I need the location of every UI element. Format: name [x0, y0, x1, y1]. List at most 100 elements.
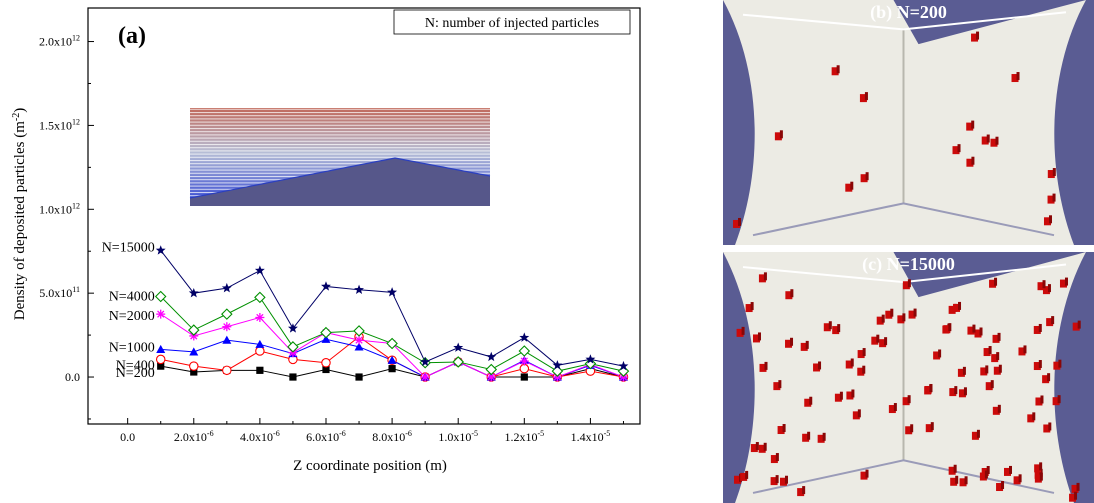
- deposited-particle: [802, 431, 811, 442]
- y-tick-label-2: 1.0x1012: [39, 201, 80, 216]
- channel-render-b: [723, 0, 1086, 245]
- deposited-particle: [857, 348, 866, 359]
- y-axis-label-sup: -2: [11, 113, 22, 121]
- deposited-particle: [1059, 277, 1068, 288]
- deposited-particle: [779, 475, 788, 486]
- point-n=1000-2: [222, 335, 232, 344]
- deposited-particle: [1033, 323, 1042, 334]
- deposited-particle: [1071, 482, 1080, 493]
- deposited-particle: [750, 442, 759, 453]
- deposited-particle: [871, 334, 880, 345]
- deposited-particle: [1034, 462, 1043, 473]
- deposited-particle: [1053, 359, 1062, 370]
- point-n=1000-3: [255, 339, 265, 348]
- deposited-particle: [774, 130, 783, 141]
- series-label-n=400: N=400: [116, 358, 155, 373]
- point-n=15000-10: [486, 351, 497, 362]
- channel-render-c: [723, 252, 1086, 503]
- point-n=200-11: [520, 373, 528, 381]
- deposited-particle: [832, 324, 841, 335]
- deposited-particle: [1013, 474, 1022, 485]
- deposited-particle: [985, 380, 994, 391]
- deposited-particle: [966, 120, 975, 131]
- point-n=4000-10: [485, 363, 498, 376]
- deposited-particle: [834, 391, 843, 402]
- point-n=200-7: [388, 365, 396, 373]
- point-n=15000-11: [519, 332, 530, 342]
- y-axis-label-main: Density of deposited particles (m: [12, 121, 28, 320]
- legend-note-text: N: number of injected particles: [425, 16, 599, 31]
- point-n=1000-5: [321, 334, 331, 343]
- x-tick-label-5: 1.0x10-5: [438, 429, 478, 444]
- y-tick-label-1: 5.0x1011: [39, 285, 80, 300]
- x-tick-label-1: 2.0x10-6: [174, 429, 214, 444]
- deposited-particle: [1046, 316, 1055, 327]
- x-tick-label-7: 1.4x10-5: [571, 429, 611, 444]
- point-n=400-0: [155, 354, 166, 365]
- deposited-particle: [949, 386, 958, 397]
- deposited-particle: [797, 486, 806, 497]
- deposited-particle: [879, 337, 888, 348]
- deposited-particle: [888, 403, 897, 414]
- x-tick-label-0: 0.0: [120, 430, 135, 444]
- deposited-particle: [759, 361, 768, 372]
- point-n=4000-13: [584, 357, 597, 370]
- point-n=200-6: [355, 373, 363, 381]
- series-label-n=4000: N=4000: [109, 290, 155, 305]
- point-n=4000-5: [320, 326, 332, 339]
- deposited-particle: [902, 279, 911, 290]
- channel-bottom-edge: [752, 202, 1055, 237]
- x-tick-label-2: 4.0x10-6: [240, 429, 280, 444]
- axes: 0.0 2.0x10-6 4.0x10-6 6.0x10-6 8.0x10-6 1.0x1…: [39, 34, 624, 444]
- series-label-n=2000: N=2000: [109, 309, 155, 324]
- deposited-particle: [885, 308, 894, 319]
- deposited-particle: [1011, 72, 1020, 83]
- point-n=15000-7: [387, 287, 398, 297]
- deposited-particle: [758, 272, 767, 283]
- series-label-n=15000: N=15000: [102, 240, 155, 255]
- y-axis-label: Density of deposited particles (m-2): [11, 108, 28, 320]
- deposited-particle: [1042, 284, 1051, 295]
- point-n=400-1: [189, 361, 199, 371]
- panel-label-a: (a): [118, 23, 146, 49]
- deposited-particle: [852, 409, 861, 420]
- point-n=4000-3: [254, 291, 266, 304]
- deposited-particle: [770, 475, 779, 486]
- point-n=15000-4: [287, 323, 298, 333]
- deposited-particle: [736, 326, 745, 337]
- deposited-particle: [857, 365, 866, 376]
- deposited-particle: [967, 324, 976, 335]
- deposited-particle: [777, 424, 786, 435]
- deposited-particle: [1069, 491, 1078, 502]
- deposited-particle: [800, 340, 809, 351]
- point-n=4000-1: [187, 324, 200, 336]
- deposited-particle: [991, 352, 1000, 363]
- deposited-particle: [758, 442, 767, 453]
- point-n=200-3: [256, 366, 264, 374]
- x-tick-label-6: 1.2x10-5: [504, 429, 544, 444]
- point-n=2000-2: [222, 322, 232, 332]
- deposited-particle: [813, 361, 822, 372]
- point-n=15000-3: [254, 265, 265, 275]
- deposited-particle: [992, 404, 1001, 415]
- deposited-particle: [876, 314, 885, 325]
- x-tick-label-3: 6.0x10-6: [306, 429, 346, 444]
- deposited-particle: [1047, 193, 1056, 204]
- deposited-particle: [785, 289, 794, 300]
- deposited-particle: [860, 469, 869, 480]
- x-axis-label: Z coordinate position (m): [293, 458, 447, 474]
- point-n=2000-6: [354, 335, 364, 345]
- deposited-particle: [1052, 395, 1061, 406]
- point-n=1000-6: [354, 342, 364, 351]
- series-label-n=200: N=200: [116, 366, 155, 381]
- deposited-particle: [957, 366, 966, 377]
- legend-note: N: number of injected particles: [393, 9, 631, 35]
- deposited-particle: [902, 395, 911, 406]
- point-n=1000-1: [189, 347, 199, 356]
- geometry-inset-image: [189, 108, 491, 206]
- point-n=15000-13: [585, 354, 596, 364]
- deposited-particle: [989, 277, 998, 288]
- deposited-particle: [817, 432, 826, 443]
- point-n=200-1: [190, 368, 198, 376]
- deposited-particle: [983, 346, 992, 357]
